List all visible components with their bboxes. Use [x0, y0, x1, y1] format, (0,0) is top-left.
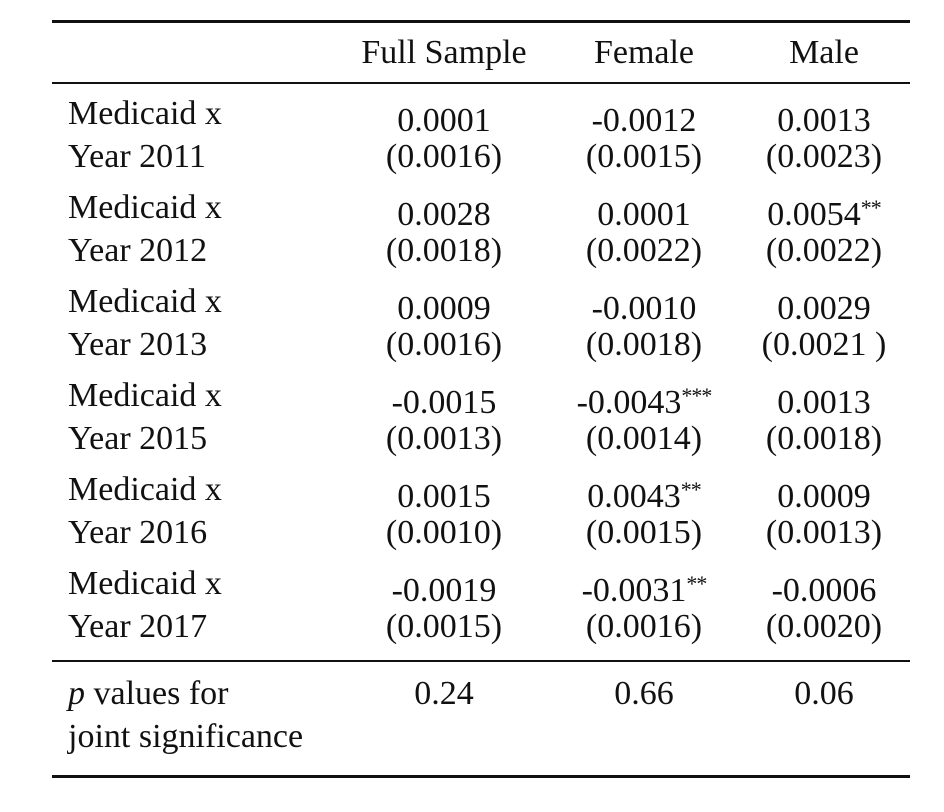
- coef-female-value: 0.0001: [597, 196, 691, 233]
- pvalue-label-line1: p values for: [68, 672, 229, 715]
- se-male: (0.0013): [765, 514, 883, 551]
- coef-male-stars: **: [860, 195, 882, 220]
- coef-male-value: 0.0029: [777, 290, 871, 327]
- coef-male-value: 0.0054: [767, 196, 861, 233]
- se-female: (0.0014): [585, 420, 703, 457]
- bottom-rule: [52, 775, 910, 778]
- se-female: (0.0015): [585, 138, 703, 175]
- coef-male-value: 0.0009: [777, 478, 871, 515]
- coef-male-value: -0.0006: [771, 572, 877, 609]
- coef-full-sample-value: 0.0015: [397, 478, 491, 515]
- se-female: (0.0015): [585, 514, 703, 551]
- se-full-sample: (0.0016): [385, 326, 503, 363]
- row-label-line2: Year 2013: [68, 326, 208, 363]
- table-body: Medicaid x Year 2011 0.0001 (0.0016) -0.0012…: [52, 84, 910, 652]
- coef-female-stars: **: [680, 477, 702, 502]
- row-label-line1: Medicaid x: [68, 565, 222, 602]
- row-label-line1: Medicaid x: [68, 377, 222, 414]
- pvalue-male: 0.06: [794, 675, 854, 712]
- table-row: Medicaid x Year 2017 -0.0019 (0.0015) -0.003…: [52, 558, 910, 652]
- header-female: Female: [593, 34, 695, 71]
- coef-full-sample: -0.0019: [332, 562, 556, 612]
- coef-female-stars: ***: [681, 383, 712, 408]
- coef-male: 0.0013: [728, 92, 920, 142]
- row-label-line2: Year 2016: [68, 514, 208, 551]
- coef-female: -0.0012: [546, 92, 742, 142]
- pvalue-label-line2: joint significance: [68, 718, 304, 755]
- row-label-line2: Year 2011: [68, 138, 206, 175]
- footer-rule: [52, 660, 910, 662]
- pvalue-female: 0.66: [614, 675, 674, 712]
- coef-female: -0.0043***: [546, 374, 742, 424]
- row-label-line1: Medicaid x: [68, 95, 222, 132]
- se-male: (0.0021 ): [761, 326, 887, 363]
- se-female: (0.0016): [585, 608, 703, 645]
- se-full-sample: (0.0016): [385, 138, 503, 175]
- coef-female-value: 0.0043: [587, 478, 681, 515]
- coef-male: -0.0006: [728, 562, 920, 612]
- coef-full-sample: 0.0015: [332, 468, 556, 518]
- se-male: (0.0018): [765, 420, 883, 457]
- coef-full-sample: 0.0009: [332, 280, 556, 330]
- header-row: Full Sample Female Male: [52, 23, 910, 82]
- pvalue-label-rest: values for: [85, 675, 229, 712]
- se-full-sample: (0.0015): [385, 608, 503, 645]
- coef-full-sample: 0.0028: [332, 186, 556, 236]
- coef-female: -0.0031**: [546, 562, 742, 612]
- coef-male: 0.0009: [728, 468, 920, 518]
- coef-male: 0.0013: [728, 374, 920, 424]
- coef-full-sample-value: -0.0019: [391, 572, 497, 609]
- coef-male-value: 0.0013: [777, 384, 871, 421]
- se-full-sample: (0.0013): [385, 420, 503, 457]
- coef-male-value: 0.0013: [777, 102, 871, 139]
- pvalue-full-sample: 0.24: [414, 675, 474, 712]
- header-male: Male: [789, 34, 859, 71]
- se-male: (0.0023): [765, 138, 883, 175]
- table-row: Medicaid x Year 2016 0.0015 (0.0010) 0.0043*…: [52, 464, 910, 558]
- coef-full-sample: -0.0015: [332, 374, 556, 424]
- table-row: Medicaid x Year 2012 0.0028 (0.0018) 0.0001(…: [52, 182, 910, 276]
- coef-female: 0.0001: [546, 186, 742, 236]
- se-full-sample: (0.0018): [385, 232, 503, 269]
- table-row: Medicaid x Year 2011 0.0001 (0.0016) -0.0012…: [52, 88, 910, 182]
- coef-full-sample-value: 0.0028: [397, 196, 491, 233]
- se-full-sample: (0.0010): [385, 514, 503, 551]
- se-female: (0.0018): [585, 326, 703, 363]
- coef-full-sample: 0.0001: [332, 92, 556, 142]
- header-full-sample: Full Sample: [361, 34, 527, 71]
- se-male: (0.0022): [765, 232, 883, 269]
- table-row: Medicaid x Year 2015 -0.0015 (0.0013) -0.004…: [52, 370, 910, 464]
- coef-full-sample-value: 0.0001: [397, 102, 491, 139]
- pvalue-label-p: p: [68, 675, 85, 712]
- regression-table: Full Sample Female Male Medicaid x Year 2…: [52, 20, 910, 778]
- row-label-line2: Year 2015: [68, 420, 208, 457]
- coef-female-stars: **: [686, 571, 707, 596]
- row-label-line2: Year 2012: [68, 232, 208, 269]
- coef-male: 0.0054**: [728, 186, 920, 236]
- se-female: (0.0022): [585, 232, 703, 269]
- coef-female-value: -0.0010: [591, 290, 697, 327]
- row-label-line1: Medicaid x: [68, 471, 222, 508]
- coef-female: 0.0043**: [546, 468, 742, 518]
- coef-female-value: -0.0012: [591, 102, 697, 139]
- coef-female-value: -0.0043: [576, 384, 682, 421]
- row-label-line1: Medicaid x: [68, 189, 222, 226]
- coef-male: 0.0029: [728, 280, 920, 330]
- coef-full-sample-value: -0.0015: [391, 384, 497, 421]
- coef-female: -0.0010: [546, 280, 742, 330]
- coef-full-sample-value: 0.0009: [397, 290, 491, 327]
- row-label-line2: Year 2017: [68, 608, 208, 645]
- pvalue-row: p values for joint significance 0.24 0.6…: [52, 662, 910, 775]
- coef-female-value: -0.0031: [581, 572, 687, 609]
- top-rule: [52, 20, 910, 23]
- header-rule: [52, 82, 910, 84]
- se-male: (0.0020): [765, 608, 883, 645]
- row-label-line1: Medicaid x: [68, 283, 222, 320]
- table-row: Medicaid x Year 2013 0.0009 (0.0016) -0.0010…: [52, 276, 910, 370]
